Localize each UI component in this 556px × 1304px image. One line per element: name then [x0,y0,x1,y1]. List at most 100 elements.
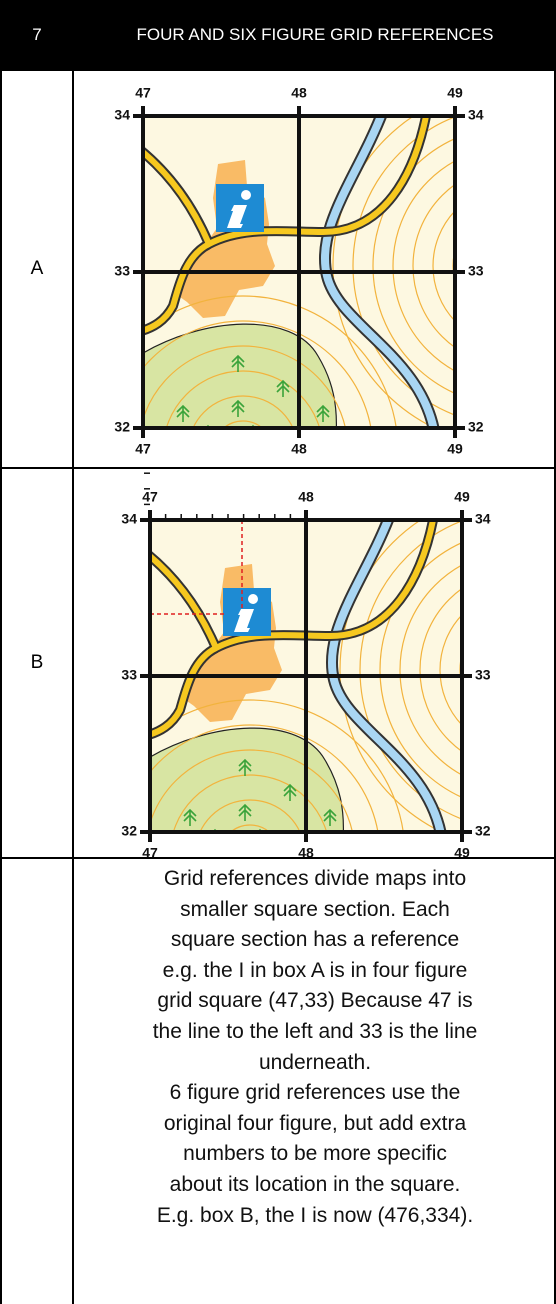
grid-label: 34 [475,511,491,527]
forest-contours [150,699,404,832]
text-line: about its location in the square. [169,1172,461,1196]
contour [199,799,301,832]
contour [332,116,437,428]
grid-label: 32 [475,823,491,839]
text-line: numbers to be more specific [183,1142,447,1166]
text-line: 6 figure grid references use the [169,1081,461,1105]
grid-label: 49 [447,441,463,457]
tree [316,404,330,422]
text-line: original four figure, but add extra [163,1111,467,1135]
tree [238,758,252,776]
grid-map: 47 47 34 34 48 48 33 33 49 49 32 32 [114,85,553,457]
border [0,467,556,469]
text-line: Grid references divide maps into [163,867,467,890]
contour [379,541,462,799]
header-number: 7 [0,0,74,70]
contour [150,749,354,832]
info-stem [234,609,254,632]
contour [372,137,455,395]
grid-label: 32 [468,419,484,435]
grid-label: 48 [291,441,307,457]
tree [283,783,297,801]
tree [231,354,245,372]
grid-label: 33 [475,667,491,683]
text-line: E.g. box B, the I is now (476,334). [156,1203,474,1227]
map-body: 47 47 34 34 48 48 33 33 49 49 32 32 [114,85,553,457]
tree [231,399,245,417]
grid-label: 49 [454,845,470,858]
tree [238,803,252,821]
row-label: A [30,258,44,279]
contour [143,345,347,428]
text-line: underneath. [258,1050,372,1074]
grid-label: 48 [298,845,314,858]
map-body: 47 47 34 34 48 48 33 33 49 49 32 32 [121,472,556,858]
guide-line [150,520,243,615]
grid-label: 33 [121,667,137,683]
contour [222,420,264,428]
map-area [143,116,553,428]
river [328,520,445,832]
contour [439,614,462,726]
header-title: FOUR AND SIX FIGURE GRID REFERENCES [74,0,556,70]
grid-label: 49 [454,489,470,505]
forest [150,727,344,832]
contour [473,226,553,306]
contour [143,295,397,428]
grid-map: 47 47 34 34 48 48 33 33 49 49 32 32 [121,472,556,858]
grid-label: 48 [291,85,307,101]
border [72,0,74,1304]
forest [143,323,337,428]
contour [143,320,372,428]
grid-label: 34 [121,511,137,527]
text-line: square section has a reference [170,928,460,952]
grid-label: 49 [447,85,463,101]
explanation: Grid references divide maps into smaller … [74,864,556,1231]
contour [412,183,455,349]
grid-label: 33 [114,263,130,279]
tree [176,404,190,422]
contour [339,520,444,832]
contour [352,116,455,416]
grid-label: 47 [142,845,158,858]
forest-contours [143,295,397,428]
text-line: smaller square section. Each [180,897,450,921]
contour [192,395,294,428]
grid-label: 32 [114,419,130,435]
road [143,241,211,334]
contour [432,210,455,322]
contour [150,699,404,832]
contour [165,370,321,428]
grid-label: 34 [468,107,484,123]
contour [359,520,462,820]
grid-label: 33 [468,263,484,279]
grid-label: 34 [114,107,130,123]
tree [183,808,197,826]
contour [150,724,379,832]
grid-label: 48 [298,489,314,505]
grid-label: 47 [142,489,158,505]
border [554,0,556,1304]
tree [276,379,290,397]
contour [392,160,455,372]
contour [419,587,462,753]
road [143,116,430,249]
grid-label: 32 [121,823,137,839]
grid-label: 47 [135,85,151,101]
border [0,857,556,859]
contour [399,564,462,776]
border [0,69,556,71]
text-line: the line to the left and 33 is the line [152,1019,478,1043]
road [150,645,218,738]
contour [229,824,271,832]
contour [172,774,328,832]
info-dot [241,190,251,200]
contour [480,630,556,710]
text-line: grid square (47,33) Because 47 is [157,989,473,1013]
river [321,116,438,428]
grid-label: 47 [135,441,151,457]
road [150,520,437,653]
border [0,0,2,1304]
text-line: e.g. the I in box A is in four figure [162,958,468,982]
